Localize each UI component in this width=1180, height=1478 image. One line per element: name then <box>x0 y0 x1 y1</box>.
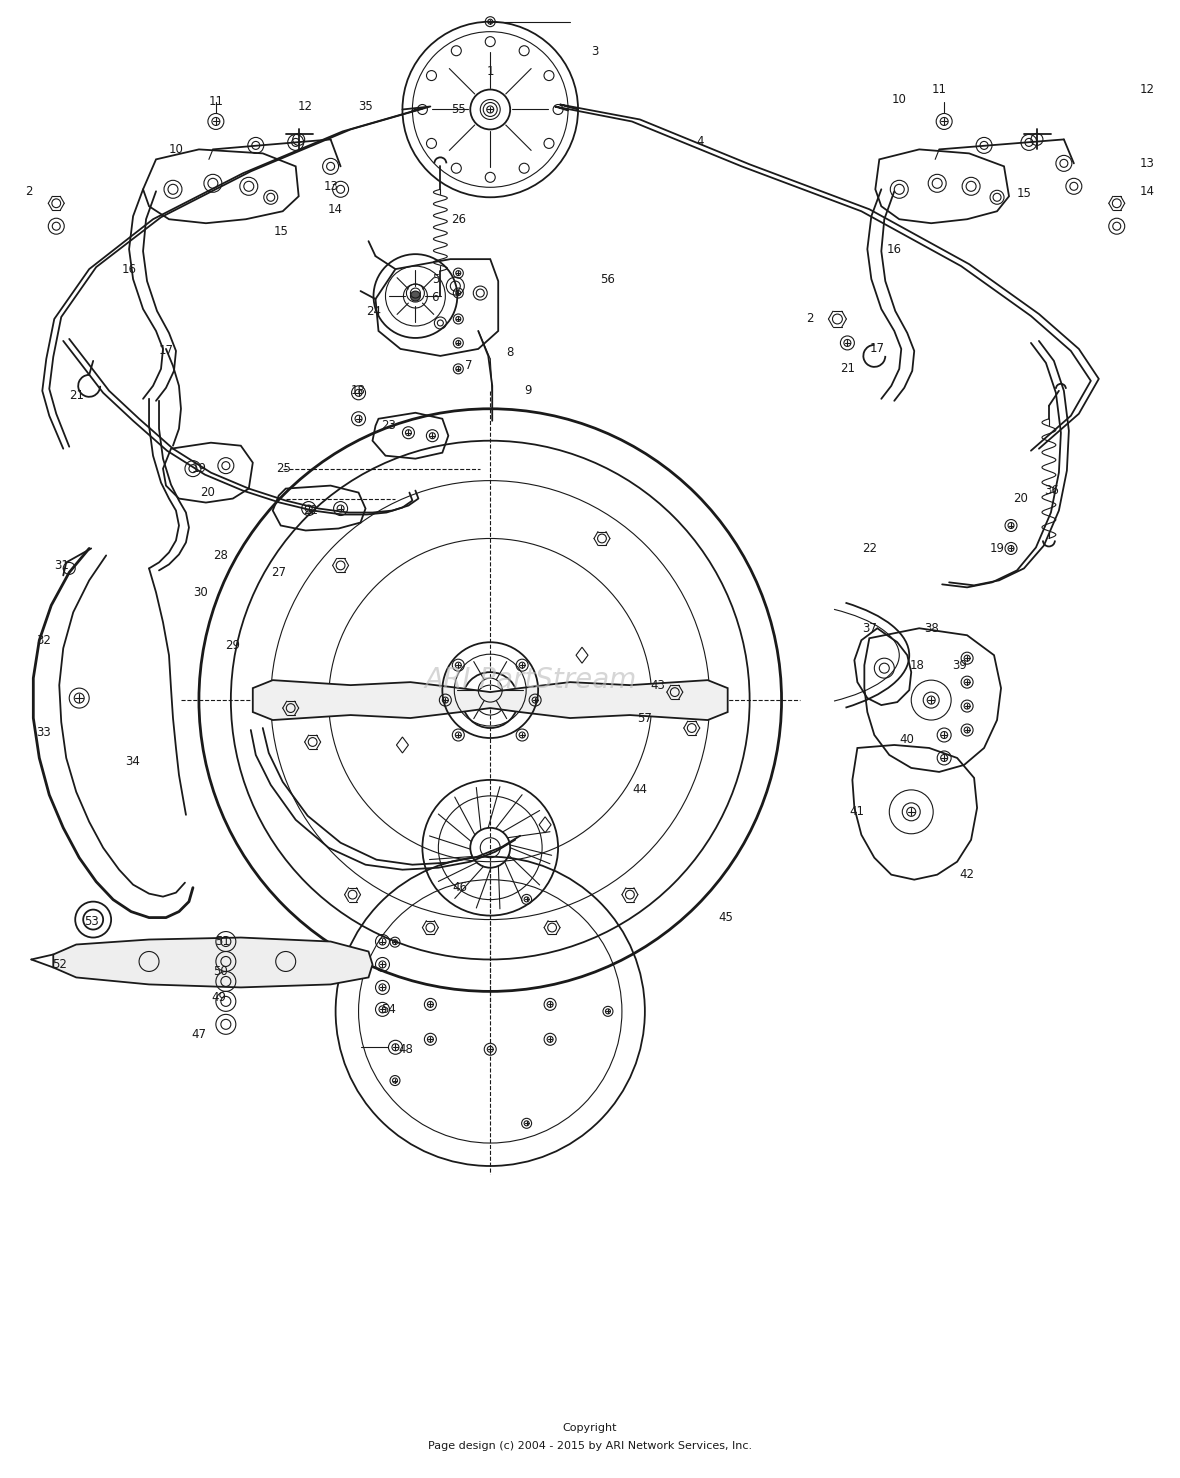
Text: 37: 37 <box>861 622 877 634</box>
Text: 22: 22 <box>303 504 319 517</box>
Text: 23: 23 <box>381 420 396 432</box>
Text: 56: 56 <box>601 272 616 285</box>
Text: 15: 15 <box>1016 186 1031 200</box>
Text: 27: 27 <box>271 566 287 579</box>
Text: 38: 38 <box>924 622 938 634</box>
Text: 44: 44 <box>632 783 648 797</box>
Text: 24: 24 <box>366 304 381 318</box>
Text: 12: 12 <box>299 101 313 112</box>
Polygon shape <box>253 680 728 720</box>
Text: 5: 5 <box>432 272 439 285</box>
Text: 55: 55 <box>451 103 466 115</box>
Text: 1: 1 <box>486 65 494 78</box>
Text: 31: 31 <box>54 559 68 572</box>
Text: 51: 51 <box>216 936 230 947</box>
Text: 32: 32 <box>35 634 51 647</box>
Text: 26: 26 <box>451 213 466 226</box>
Text: 17: 17 <box>158 344 173 358</box>
Text: 10: 10 <box>169 143 183 155</box>
Text: 35: 35 <box>359 101 373 112</box>
Text: 9: 9 <box>524 384 532 398</box>
Text: 48: 48 <box>398 1043 413 1055</box>
Text: 12: 12 <box>1139 83 1154 96</box>
Text: 3: 3 <box>591 46 598 58</box>
Text: 40: 40 <box>900 733 914 746</box>
Text: 22: 22 <box>861 542 877 554</box>
Text: 47: 47 <box>191 1027 206 1041</box>
Circle shape <box>484 695 497 706</box>
Text: Copyright: Copyright <box>563 1423 617 1434</box>
Text: 17: 17 <box>870 343 885 355</box>
Text: 49: 49 <box>211 990 227 1004</box>
Text: 21: 21 <box>68 389 84 402</box>
Text: 14: 14 <box>1139 185 1154 198</box>
Text: 16: 16 <box>122 263 137 275</box>
Text: 18: 18 <box>910 659 925 671</box>
Text: 19: 19 <box>990 542 1004 554</box>
Text: 11: 11 <box>209 95 223 108</box>
Text: 2: 2 <box>26 185 33 198</box>
Text: 13: 13 <box>323 180 337 192</box>
Text: 33: 33 <box>35 726 51 739</box>
Text: 45: 45 <box>719 910 733 924</box>
Text: 20: 20 <box>201 486 215 500</box>
Text: 30: 30 <box>194 585 209 599</box>
Text: 11: 11 <box>932 83 946 96</box>
Text: 2: 2 <box>806 312 813 325</box>
Text: 16: 16 <box>887 242 902 256</box>
Text: 25: 25 <box>276 463 291 474</box>
Text: ARI PartStream: ARI PartStream <box>424 667 636 695</box>
Text: 7: 7 <box>465 359 472 372</box>
Text: 50: 50 <box>214 965 228 978</box>
Polygon shape <box>53 937 373 987</box>
Text: 4: 4 <box>696 134 703 148</box>
Text: 54: 54 <box>381 1004 396 1015</box>
Text: 41: 41 <box>850 806 865 819</box>
Text: 15: 15 <box>274 225 288 238</box>
Text: 28: 28 <box>214 548 228 562</box>
Text: 10: 10 <box>892 93 906 106</box>
Text: 34: 34 <box>125 755 140 769</box>
Text: 46: 46 <box>453 881 467 894</box>
Text: 43: 43 <box>650 678 666 692</box>
Text: 18: 18 <box>352 384 366 398</box>
Text: 52: 52 <box>52 958 67 971</box>
Text: Page design (c) 2004 - 2015 by ARI Network Services, Inc.: Page design (c) 2004 - 2015 by ARI Netwo… <box>428 1441 752 1451</box>
Text: 19: 19 <box>191 463 206 474</box>
Text: 39: 39 <box>952 659 966 671</box>
Text: 21: 21 <box>840 362 854 375</box>
Text: 42: 42 <box>959 868 975 881</box>
Text: 20: 20 <box>1014 492 1029 505</box>
Text: 6: 6 <box>432 291 439 303</box>
Circle shape <box>411 291 420 302</box>
Text: 57: 57 <box>637 711 653 724</box>
Text: 29: 29 <box>225 638 241 652</box>
Text: 8: 8 <box>506 346 513 359</box>
Text: 36: 36 <box>1044 485 1060 497</box>
Text: 13: 13 <box>1139 157 1154 170</box>
Text: 14: 14 <box>328 202 343 216</box>
Text: 53: 53 <box>84 915 99 928</box>
